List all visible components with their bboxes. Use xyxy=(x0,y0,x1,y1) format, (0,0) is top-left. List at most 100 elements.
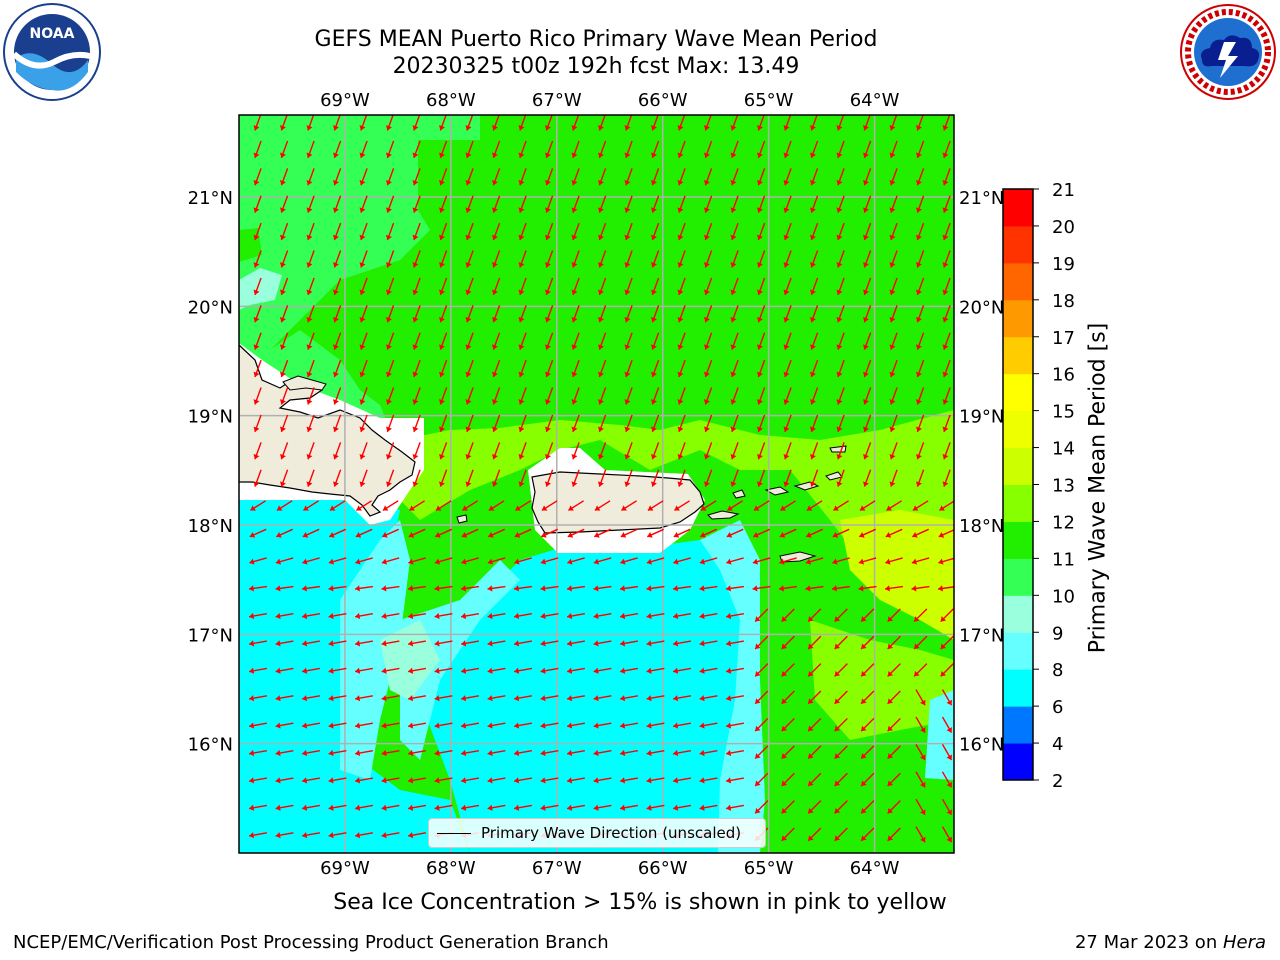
wave-arrowhead xyxy=(593,722,599,729)
wave-arrowhead xyxy=(781,807,788,814)
wave-arrowhead xyxy=(439,426,445,432)
footer-date: 27 Mar 2023 on Hera xyxy=(1075,932,1266,953)
wave-arrowhead xyxy=(781,616,788,622)
wave-arrowhead xyxy=(302,749,308,757)
wave-arrowhead xyxy=(302,804,308,811)
wave-arrowhead xyxy=(810,426,816,432)
wave-arrowhead xyxy=(435,531,441,538)
wave-arrowhead xyxy=(381,804,387,811)
wave-arrowhead xyxy=(461,722,467,729)
wave-arrowhead xyxy=(253,207,260,213)
wave-arrowhead xyxy=(434,777,440,784)
wave-arrowhead xyxy=(889,152,896,158)
wave-arrowhead xyxy=(412,289,419,295)
wave-arrowhead xyxy=(306,234,313,241)
wave-arrowhead xyxy=(832,531,839,538)
lon-tick-top: 68°W xyxy=(426,90,476,111)
wave-arrowhead xyxy=(275,695,281,702)
wave-arrowhead xyxy=(704,481,710,487)
wave-arrowhead xyxy=(302,531,309,538)
wave-arrowhead xyxy=(540,722,546,729)
wave-arrowhead xyxy=(329,531,335,538)
wave-arrowhead xyxy=(306,371,313,378)
wave-arrowhead xyxy=(540,640,546,647)
wave-arrowhead xyxy=(333,371,339,378)
wave-arrowhead xyxy=(916,481,922,487)
wave-arrowhead xyxy=(306,207,313,213)
wave-arrowhead xyxy=(412,426,419,432)
wave-arrowhead xyxy=(730,179,737,186)
wave-arrowhead xyxy=(646,667,652,674)
wave-arrowhead xyxy=(646,777,652,784)
lat-tick-right: 20°N xyxy=(959,297,1004,318)
wave-arrowhead xyxy=(755,725,761,732)
wave-arrowhead xyxy=(492,289,498,295)
wave-arrowhead xyxy=(673,667,679,674)
wave-arrowhead xyxy=(518,179,525,186)
wave-arrowhead xyxy=(942,289,949,295)
wave-arrowhead xyxy=(624,453,631,460)
period-12-13-region-south xyxy=(810,620,954,740)
wave-arrowhead xyxy=(646,722,652,729)
wave-arrowhead xyxy=(280,179,286,186)
wave-arrowhead xyxy=(651,316,657,323)
wave-arrowhead xyxy=(280,289,286,295)
wave-arrowhead xyxy=(598,399,604,405)
wave-arrowhead xyxy=(858,585,864,592)
wave-arrowhead xyxy=(730,262,737,268)
wave-arrowhead xyxy=(699,558,706,565)
wave-arrowhead xyxy=(381,585,387,592)
wave-arrowhead xyxy=(757,125,763,131)
wave-arrowhead xyxy=(836,481,843,487)
wave-arrowhead xyxy=(752,585,758,592)
wave-arrowhead xyxy=(834,835,841,841)
wave-arrowhead xyxy=(359,453,366,460)
wave-arrowhead xyxy=(306,262,313,268)
wave-arrowhead xyxy=(938,585,943,592)
wave-arrowhead xyxy=(487,749,493,757)
wave-arrowhead xyxy=(861,698,867,704)
wave-arrowhead xyxy=(624,399,631,405)
colorbar-segment xyxy=(1003,447,1033,485)
wave-arrowhead xyxy=(333,426,339,432)
wave-arrowhead xyxy=(942,207,949,213)
wave-arrowhead xyxy=(386,234,392,241)
wave-arrowhead xyxy=(333,207,339,213)
wave-arrowhead xyxy=(359,207,366,213)
lon-tick-top: 67°W xyxy=(532,90,582,111)
wave-arrowhead xyxy=(461,558,467,565)
wave-arrowhead xyxy=(355,749,361,757)
nws-logo xyxy=(1180,4,1276,100)
wave-arrowhead xyxy=(461,749,467,757)
colorbar-segment xyxy=(1003,521,1033,559)
wave-arrowhead xyxy=(487,558,494,565)
wave-arrowhead xyxy=(914,670,920,677)
wave-arrowhead xyxy=(492,453,498,460)
wave-arrowhead xyxy=(253,234,260,241)
wave-arrowhead xyxy=(781,835,788,841)
wave-arrowhead xyxy=(757,426,763,432)
wave-arrowhead xyxy=(571,289,578,295)
wave-arrowhead xyxy=(889,481,896,487)
wave-arrowhead xyxy=(920,727,926,733)
wave-arrowhead xyxy=(514,558,520,565)
wave-arrowhead xyxy=(651,207,657,213)
wave-arrowhead xyxy=(779,531,786,538)
wave-arrowhead xyxy=(942,316,949,323)
wave-arrowhead xyxy=(598,207,604,213)
wave-arrowhead xyxy=(275,804,281,811)
wave-arrowhead xyxy=(783,125,790,131)
wave-arrowhead xyxy=(808,753,814,759)
wave-arrowhead xyxy=(783,481,790,487)
wave-arrowhead xyxy=(646,585,652,592)
wave-arrowhead xyxy=(781,753,788,759)
wave-arrowhead xyxy=(492,371,498,378)
wave-arrowhead xyxy=(514,722,520,729)
wave-arrowhead xyxy=(333,125,339,131)
wave-arrowhead xyxy=(461,695,467,702)
wave-arrowhead xyxy=(887,753,894,759)
wave-arrowhead xyxy=(518,344,525,350)
wave-arrowhead xyxy=(275,585,281,592)
wave-arrowhead xyxy=(647,505,654,511)
